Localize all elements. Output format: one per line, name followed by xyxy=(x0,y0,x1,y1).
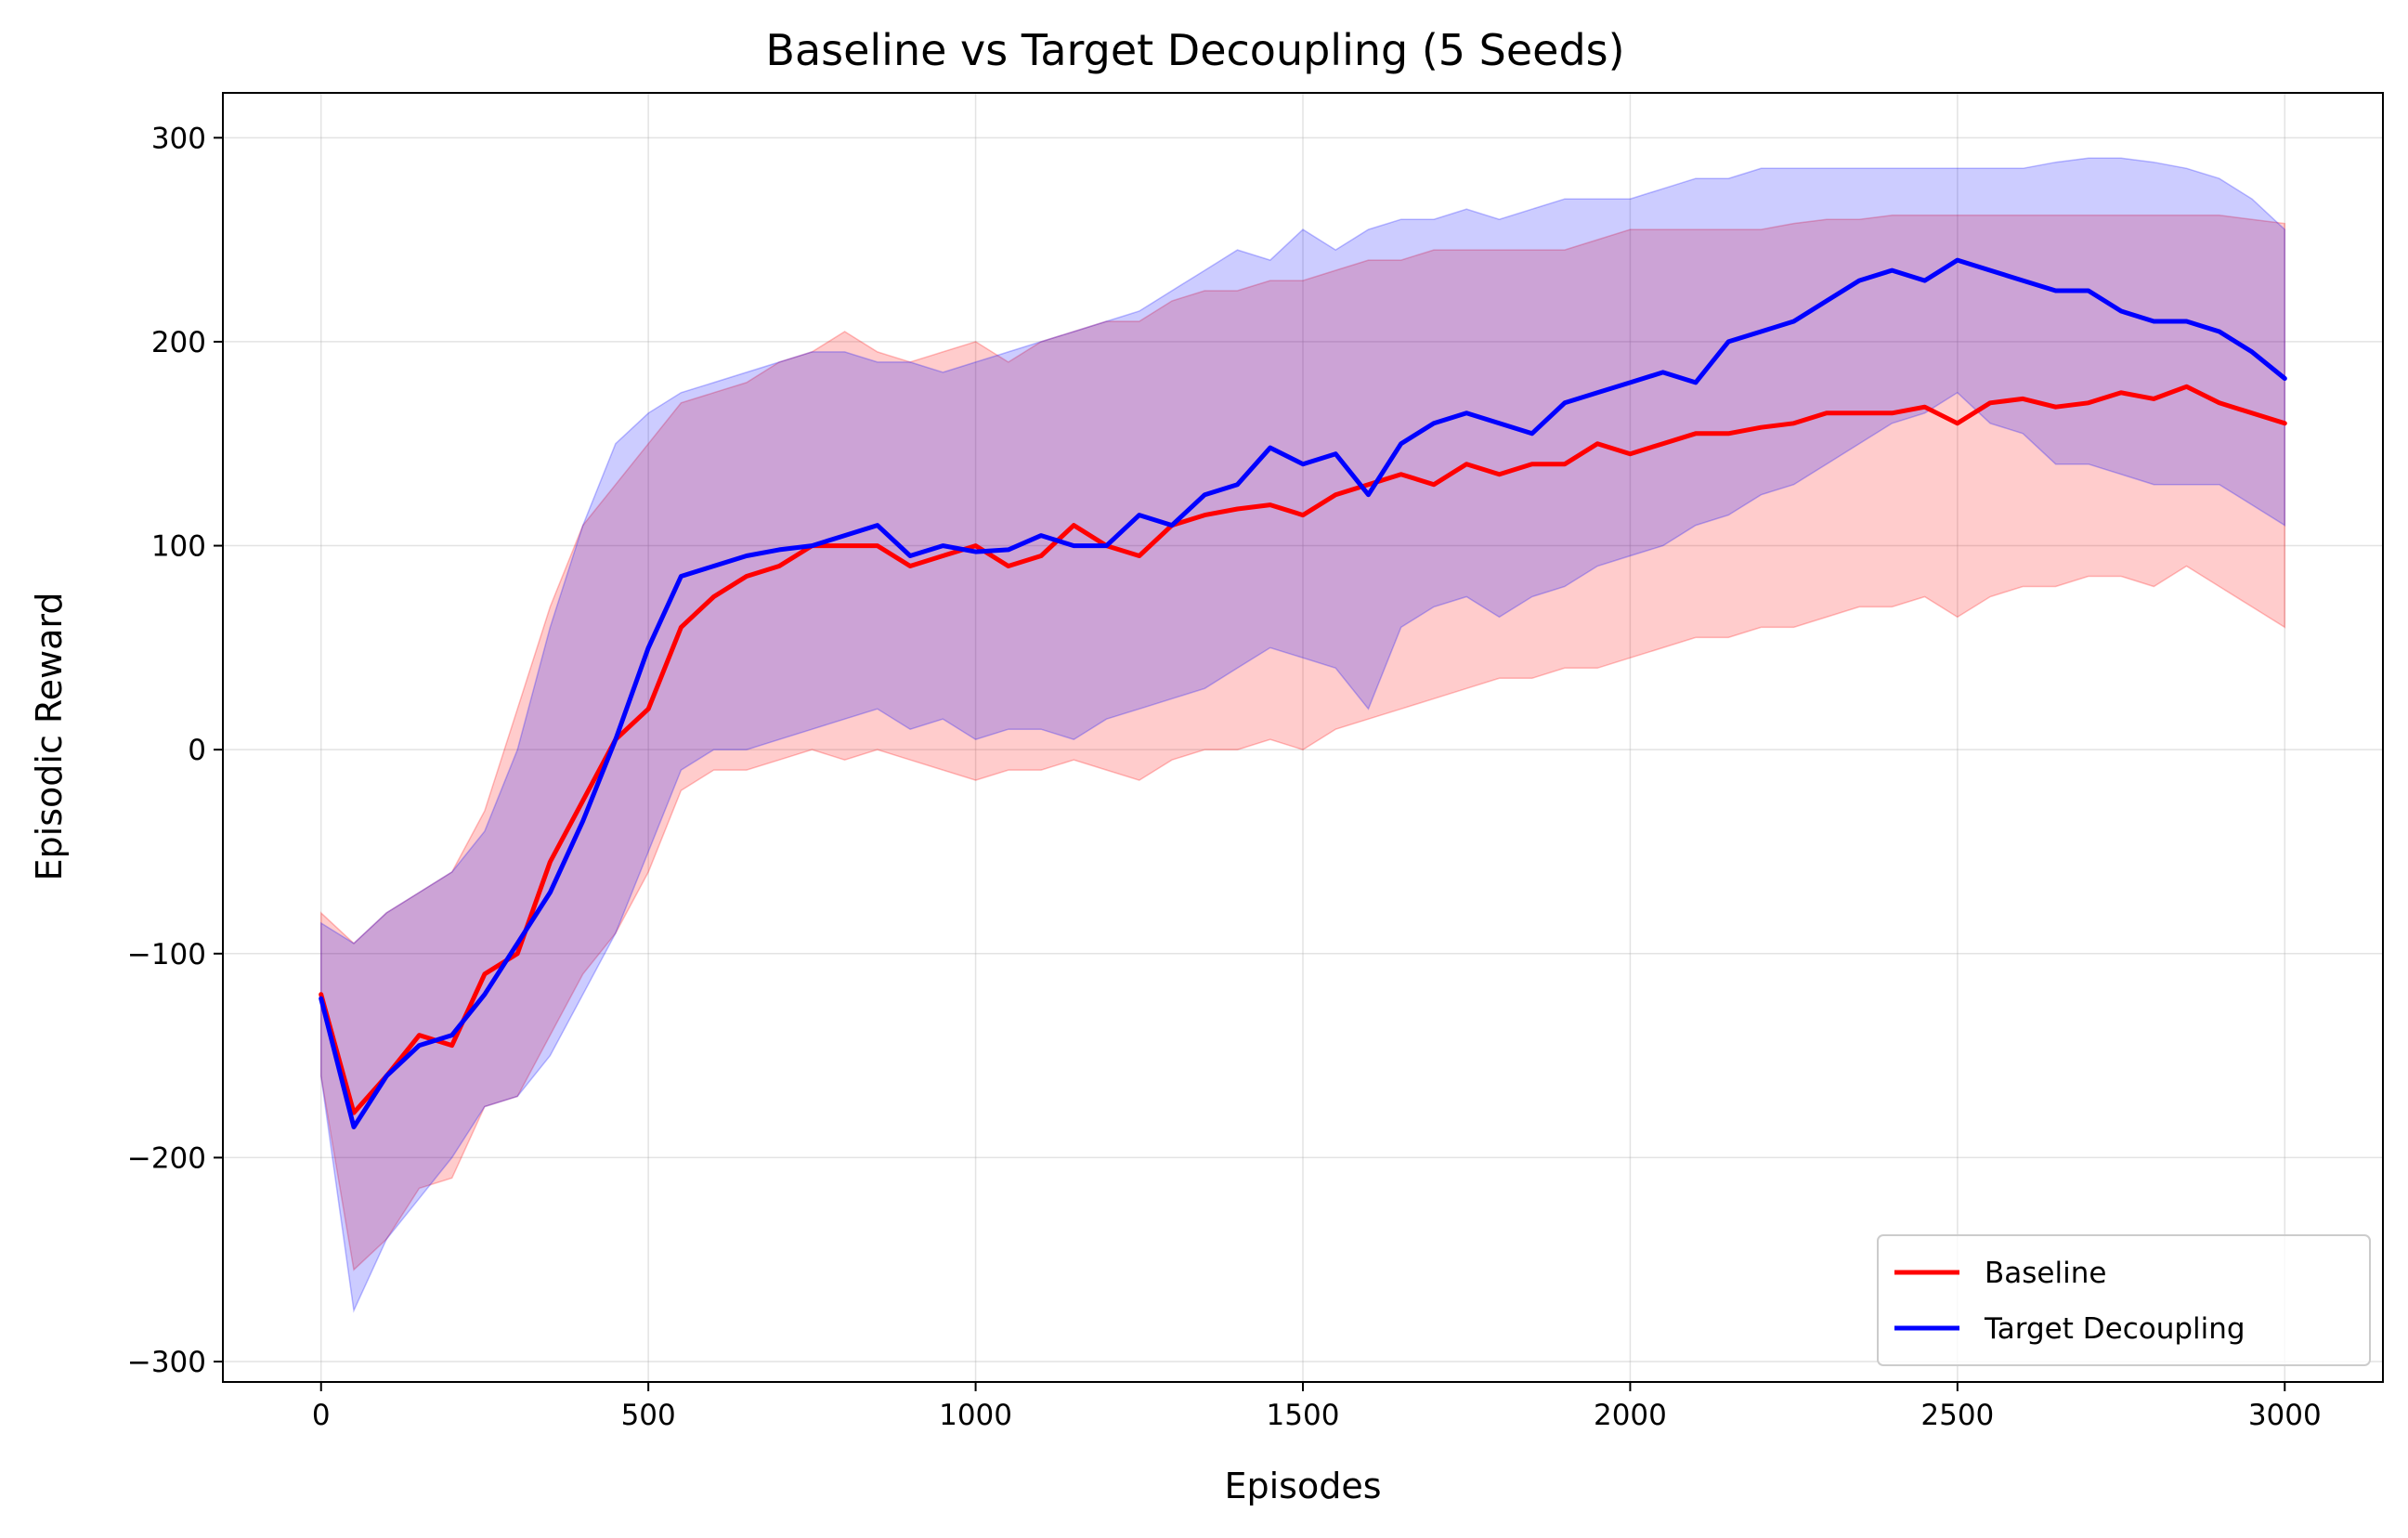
band-layer xyxy=(319,157,2286,1313)
x-tick-label: 1000 xyxy=(939,1399,1012,1432)
x-tick-label: 0 xyxy=(312,1399,331,1432)
band-target-decoupling xyxy=(319,157,2286,1313)
y-tick-label: 300 xyxy=(151,122,206,155)
tick-layer: 0 500 1000 1500 2000 2500 3000 −300 −200 −100 0 100… xyxy=(127,122,2322,1432)
y-tick-label: 0 xyxy=(188,734,206,767)
legend: Baseline Target Decoupling xyxy=(1877,1234,2371,1366)
series-line-baseline xyxy=(319,384,2287,1115)
x-tick-label: 2000 xyxy=(1594,1399,1667,1432)
line-layer xyxy=(319,257,2287,1129)
y-tick-label: 100 xyxy=(151,530,206,564)
y-axis-label: Episodic Reward xyxy=(29,593,70,881)
grid-layer xyxy=(223,93,2383,1382)
y-tick-label: 200 xyxy=(151,326,206,359)
legend-label-target-decoupling: Target Decoupling xyxy=(1984,1312,2245,1346)
legend-label-baseline: Baseline xyxy=(1985,1257,2106,1290)
x-tick-label: 1500 xyxy=(1267,1399,1340,1432)
x-tick-label: 500 xyxy=(621,1399,676,1432)
legend-box xyxy=(1877,1234,2371,1366)
x-axis-label: Episodes xyxy=(1224,1466,1381,1506)
y-tick-label: −200 xyxy=(127,1141,206,1175)
band-baseline xyxy=(319,215,2286,1271)
series-line-target-decoupling xyxy=(319,257,2287,1129)
y-tick-label: −300 xyxy=(127,1346,206,1379)
y-tick-label: −100 xyxy=(127,938,206,971)
x-tick-label: 3000 xyxy=(2248,1399,2322,1432)
x-tick-label: 2500 xyxy=(1920,1399,1994,1432)
chart-title: Baseline vs Target Decoupling (5 Seeds) xyxy=(765,25,1624,75)
